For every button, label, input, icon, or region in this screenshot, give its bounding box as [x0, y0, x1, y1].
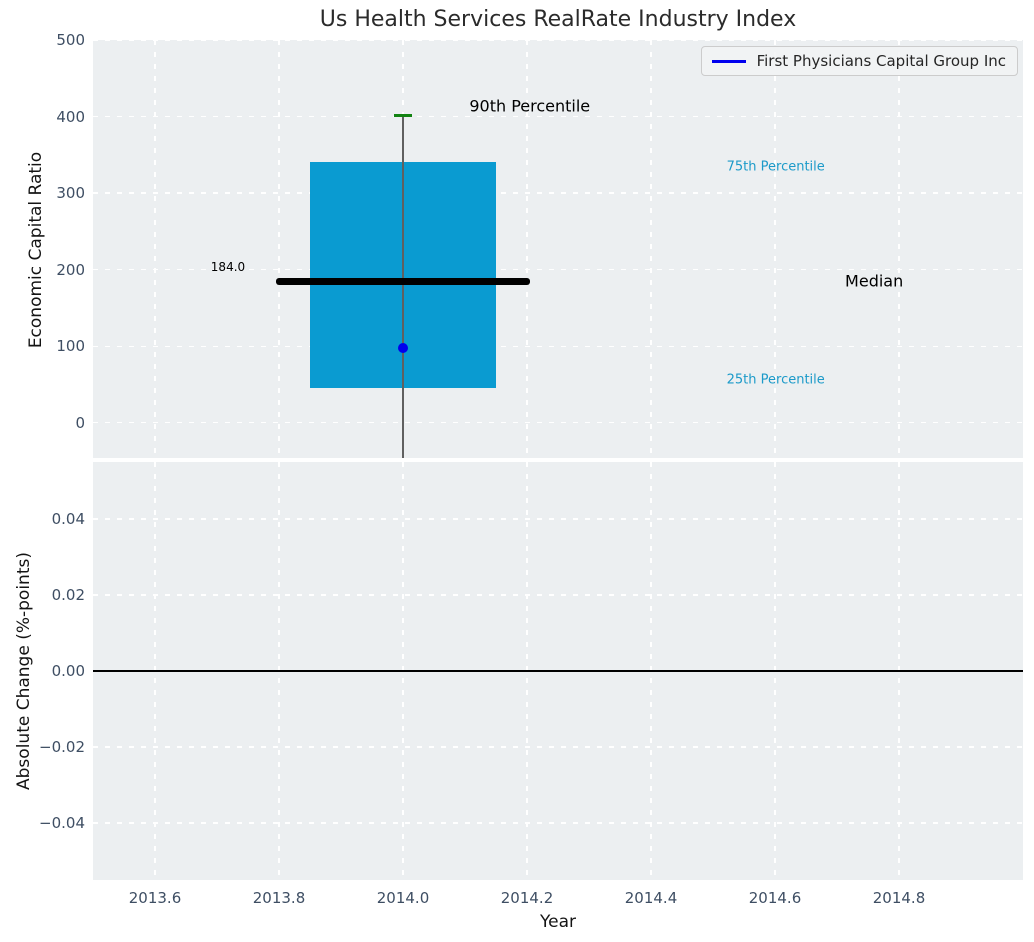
gridline-horizontal: [93, 822, 1023, 824]
company-data-point: [398, 342, 408, 353]
x-tick-label: 2014.4: [624, 889, 678, 907]
y-axis-label-absolute-change: Absolute Change (%-points): [14, 552, 34, 790]
annotation-median: Median: [845, 271, 904, 291]
y-tick-label: −0.04: [39, 814, 85, 832]
y-axis-label-economic-capital-ratio: Economic Capital Ratio: [26, 151, 46, 349]
annotation-25th-percentile: 25th Percentile: [726, 372, 825, 388]
gridline-vertical: [154, 40, 156, 458]
p90-cap: [394, 113, 412, 117]
y-tick-label: 0.02: [51, 586, 85, 604]
y-tick-label: 500: [56, 31, 85, 49]
x-tick-label: 2013.8: [252, 889, 306, 907]
axes-absolute-change: 0.04 0.02 0.00 −0.02 −0.04 2013.6 2013.8 2014.0…: [39, 462, 1023, 907]
gridline-vertical: [278, 40, 280, 458]
y-tick-label: 0: [75, 413, 85, 432]
chart-title: Us Health Services RealRate Industry Ind…: [319, 7, 797, 32]
x-tick-label: 2014.2: [500, 889, 554, 907]
median-line: [275, 278, 531, 286]
gridline-horizontal: [93, 518, 1023, 520]
gridline-horizontal: [93, 594, 1023, 596]
gridline-horizontal: [93, 746, 1023, 748]
annotation-184-0: 184.0: [210, 259, 246, 274]
y-tick-label: 0.04: [51, 510, 85, 528]
y-tick-label: −0.02: [39, 738, 85, 756]
gridline-vertical: [774, 40, 776, 458]
y-tick-label: 300: [56, 184, 85, 203]
legend-label: First Physicians Capital Group Inc: [756, 52, 1006, 70]
gridline-horizontal: [93, 115, 1023, 118]
x-tick-label: 2014.8: [872, 889, 926, 907]
y-tick-label: 100: [56, 337, 85, 356]
gridline-horizontal: [93, 39, 1023, 41]
annotation-75th-percentile: 75th Percentile: [726, 159, 825, 175]
gridline-horizontal: [93, 345, 1023, 347]
x-tick-label: 2014.6: [748, 889, 802, 907]
legend: First Physicians Capital Group Inc: [700, 46, 1018, 76]
gridline-horizontal: [93, 192, 1023, 194]
legend-line-swatch: [711, 59, 746, 63]
x-axis-label-year: Year: [540, 912, 576, 932]
y-tick-label: 400: [56, 107, 85, 126]
zero-reference-line: [93, 670, 1023, 672]
x-tick-label: 2014.0: [376, 889, 430, 907]
y-tick-label: 0.00: [51, 662, 85, 680]
axes-economic-capital-ratio: First Physicians Capital Group Inc 0 100 2…: [56, 31, 1023, 458]
gridline-vertical: [650, 40, 652, 458]
whisker-line: [402, 115, 404, 458]
annotation-90th-percentile: 90th Percentile: [469, 96, 591, 116]
gridline-horizontal: [93, 422, 1023, 424]
x-tick-label: 2013.6: [128, 889, 182, 907]
gridline-vertical: [898, 40, 900, 458]
y-tick-label: 200: [56, 260, 85, 279]
